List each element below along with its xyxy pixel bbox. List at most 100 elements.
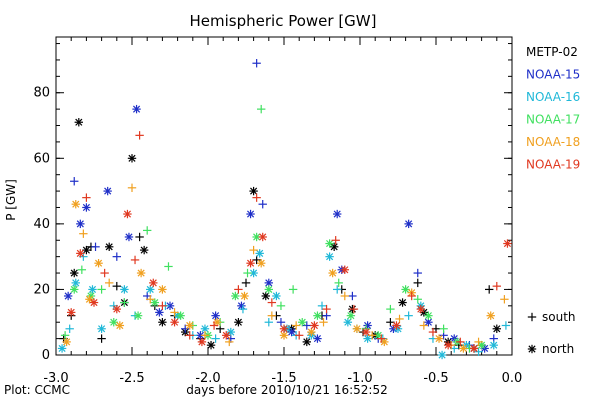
north-point [272,291,281,301]
south-point [241,278,251,288]
south-point [334,278,343,288]
north-point [249,186,258,196]
south-point [97,334,106,343]
south-point [302,321,311,330]
north-point [222,331,231,340]
south-point [135,131,144,140]
north-point [170,318,179,327]
south-point [367,331,377,340]
axis-ticks: -3.0 -2.5 -2.0 -1.5 -1.0 -0.5 0.0 0 20 40 60 80 [33,37,522,386]
north-point [85,295,94,304]
south-point [238,304,248,314]
south-point [135,232,144,242]
south-point [267,298,277,307]
north-point [105,242,114,252]
south-point [501,321,511,330]
north-point [185,321,194,330]
south-point [143,226,152,235]
south-point [225,337,234,347]
plot-frame [55,36,513,356]
north-point [346,311,356,320]
north-point [279,324,289,333]
north-point [287,327,296,337]
south-point [348,291,357,301]
north-point [67,308,76,317]
south-point [404,311,413,320]
x-tick-label: 0.0 [502,371,523,386]
north-point [343,318,353,327]
south-point [386,304,395,314]
south-point [158,301,167,311]
north-point [94,259,103,268]
north-point [340,265,349,274]
north-point [88,285,97,294]
north-point [424,311,433,320]
north-point [103,186,112,196]
south-point [82,193,91,202]
south-point [252,193,261,202]
south-point [127,183,137,193]
south-point [500,295,509,304]
south-point [181,324,190,333]
north-point [158,285,167,294]
south-point [257,104,266,114]
legend-series-label: NOAA-15 [526,68,580,82]
north-point [155,308,164,317]
x-tick-label: -1.0 [347,371,372,386]
x-tick-label: -3.0 [43,371,68,386]
legend-series-label: NOAA-16 [526,90,580,104]
north-point [261,291,270,301]
north-point [469,344,479,353]
north-point [197,337,207,347]
south-point [249,245,258,255]
north-point [133,311,143,320]
north-point [76,219,85,229]
y-tick-label: 80 [33,86,50,101]
north-point [57,344,67,353]
north-point [127,154,137,163]
south-point [485,285,494,294]
north-point [401,285,410,294]
south-point [130,255,140,265]
north-point [352,324,362,333]
y-tick-label: 0 [42,348,50,363]
north-point [123,209,132,219]
north-point [434,334,444,343]
north-point [206,340,216,350]
north-point [503,239,512,248]
y-tick-label: 40 [33,217,50,232]
legend-marker-label: north [542,342,574,356]
data-points [57,59,512,360]
south-point [97,285,106,294]
south-point [267,311,277,320]
north-point [310,321,319,330]
south-point [288,285,298,294]
south-point [407,291,416,301]
south-point [386,318,395,327]
y-tick-label: 60 [33,151,50,166]
legend: METP-02 NOAA-15 NOAA-16 NOAA-17 NOAA-18 NOAA-… [526,45,580,356]
north-point [363,321,372,330]
north-point [264,278,273,288]
legend-south-symbol [527,312,537,322]
north-point [240,291,249,301]
south-point [419,321,429,330]
south-point [258,199,267,209]
north-point [71,278,80,288]
south-point [317,301,327,311]
south-point [474,347,483,356]
south-point [428,327,438,337]
north-point [416,304,425,314]
south-point [146,295,155,304]
south-point [105,278,114,288]
north-point [333,209,342,219]
north-point [392,321,401,330]
y-tick-label: 20 [33,282,50,297]
north-point [146,285,155,294]
north-point [234,318,243,327]
north-point [307,327,316,337]
north-point [313,334,322,343]
south-point [413,295,422,304]
north-point [246,209,255,219]
north-point [139,245,149,255]
